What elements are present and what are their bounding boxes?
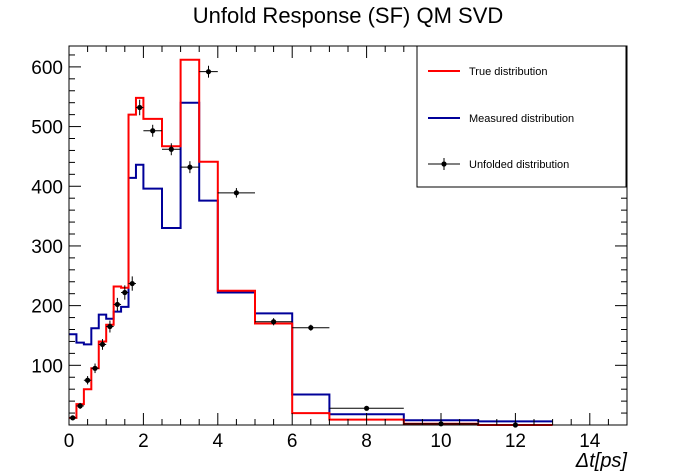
x-tick-label: 14 (579, 431, 601, 452)
data-point (143, 124, 162, 137)
point-marker (150, 128, 156, 134)
point-marker (70, 415, 76, 421)
series-line-measured (69, 101, 553, 423)
x-tick-label: 8 (361, 431, 372, 452)
chart-title: Unfold Response (SF) QM SVD (193, 3, 504, 28)
data-point (180, 161, 200, 174)
data-point (106, 320, 114, 333)
point-marker (205, 69, 212, 75)
unfolded-points (69, 65, 553, 428)
data-point (121, 285, 129, 300)
data-point (76, 402, 84, 409)
legend-label-unfolded: Unfolded distribution (469, 159, 569, 171)
data-point (69, 415, 77, 421)
point-marker (233, 190, 239, 196)
point-marker (308, 325, 314, 331)
y-tick-label: 500 (31, 118, 63, 139)
point-marker (92, 365, 98, 371)
data-point (199, 65, 218, 78)
y-tick-label: 200 (31, 297, 63, 318)
point-marker (99, 341, 106, 348)
x-tick-label: 12 (505, 431, 526, 452)
data-point (83, 376, 92, 385)
point-marker (271, 319, 277, 325)
point-marker (122, 289, 128, 296)
legend: True distribution Measured distribution … (416, 45, 627, 188)
x-tick-label: 2 (138, 431, 149, 452)
point-marker (107, 323, 113, 330)
legend-swatch-unfolded-dot (441, 161, 447, 167)
x-tick-label: 0 (64, 431, 75, 452)
point-marker (129, 280, 135, 287)
data-point (128, 276, 136, 291)
point-marker (187, 164, 193, 170)
x-tick-label: 6 (287, 431, 298, 452)
data-point (217, 188, 255, 198)
point-marker (168, 146, 174, 152)
data-point (329, 405, 404, 411)
data-point (113, 297, 122, 312)
x-axis-label: Δt[ps] (575, 450, 628, 472)
point-marker (114, 301, 120, 308)
x-tick-label: 10 (430, 431, 451, 452)
legend-label-measured: Measured distribution (469, 113, 574, 125)
legend-label-true: True distribution (469, 66, 547, 78)
data-point (91, 363, 99, 374)
x-tick-label: 4 (213, 431, 224, 452)
axes: 0 2 4 6 8 10 12 14 100 200 300 400 500 600 (31, 46, 628, 452)
point-marker (364, 405, 370, 411)
data-point (135, 99, 144, 116)
data-point (292, 324, 330, 331)
point-marker (77, 403, 83, 409)
y-tick-label: 400 (31, 177, 63, 198)
y-tick-label: 300 (31, 237, 63, 258)
point-marker (85, 377, 91, 383)
data-point (162, 143, 181, 156)
data-point (98, 339, 107, 350)
data-point (255, 318, 293, 326)
y-tick-label: 600 (31, 58, 63, 79)
point-marker (137, 104, 143, 111)
y-tick-label: 100 (31, 356, 63, 377)
